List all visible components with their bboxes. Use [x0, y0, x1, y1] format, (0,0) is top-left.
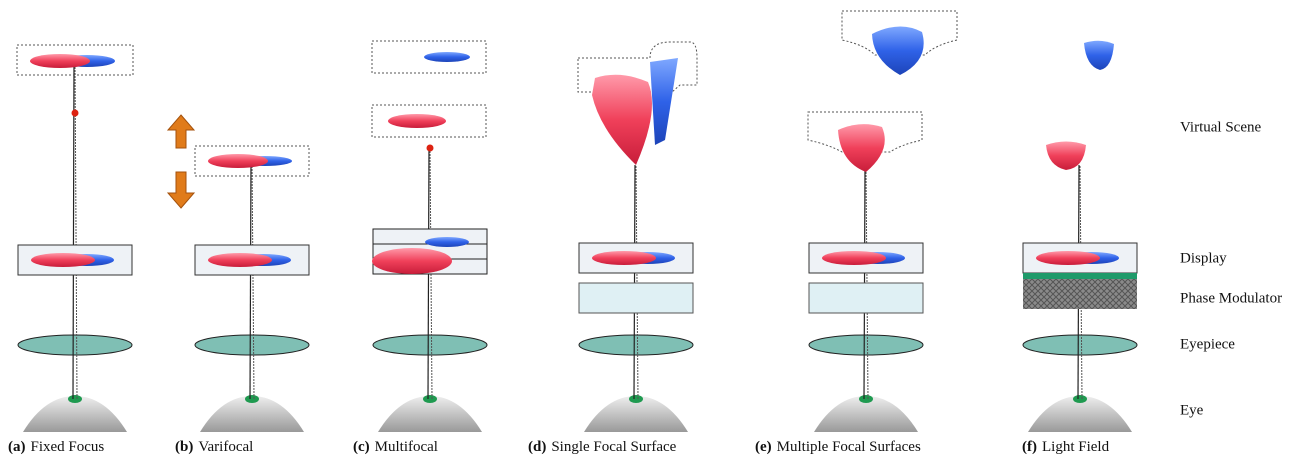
red-object	[208, 154, 268, 168]
caption-tag: (d)	[528, 439, 546, 455]
caption-tag: (c)	[353, 439, 370, 455]
pupil	[629, 395, 643, 403]
row-label: Display	[1180, 250, 1227, 266]
red-object	[1036, 251, 1100, 265]
eye	[814, 396, 918, 432]
red-object	[31, 253, 95, 267]
eye	[200, 396, 304, 432]
light-ray	[72, 59, 75, 400]
eyepiece	[194, 334, 310, 356]
red-object	[822, 251, 886, 265]
red-object	[592, 251, 656, 265]
pupil	[245, 395, 259, 403]
row-label: Phase Modulator	[1180, 290, 1282, 306]
pupil	[68, 395, 82, 403]
caption-tag: (b)	[175, 439, 193, 455]
light-ray	[249, 159, 252, 400]
eyepiece	[578, 334, 694, 356]
caption-tag: (e)	[755, 439, 772, 455]
focal-plane-box	[16, 44, 134, 76]
caption: (f) Light Field	[1022, 439, 1110, 455]
focal-plane-box	[371, 40, 487, 74]
red-object	[30, 54, 90, 68]
eyepiece	[17, 334, 133, 356]
eye	[1028, 396, 1132, 432]
eyepiece	[372, 334, 488, 356]
caption-tag: (a)	[8, 439, 26, 455]
blue-object	[1084, 40, 1114, 70]
blue-object	[425, 237, 469, 247]
phase-modulator	[808, 282, 924, 314]
caption: (c) Multifocal	[353, 439, 438, 455]
caption-text: Light Field	[1042, 439, 1110, 455]
focus-point	[71, 109, 79, 117]
red-object	[838, 124, 885, 172]
eye	[584, 396, 688, 432]
focal-surface	[577, 41, 698, 93]
focal-plane-box	[194, 145, 310, 177]
light-ray	[74, 59, 78, 400]
eyepiece	[808, 334, 924, 356]
red-object	[1046, 141, 1086, 170]
arrow-down	[166, 171, 196, 209]
row-label: Eyepiece	[1180, 336, 1235, 352]
caption: (e) Multiple Focal Surfaces	[755, 439, 921, 455]
caption-text: Fixed Focus	[31, 439, 105, 455]
focal-surface	[841, 10, 958, 56]
caption: (b) Varifocal	[175, 439, 253, 455]
phase-modulator	[578, 282, 694, 314]
illustration	[16, 10, 1138, 432]
caption-text: Varifocal	[198, 439, 253, 455]
caption-tag: (f)	[1022, 439, 1037, 455]
red-object	[372, 248, 452, 274]
pupil	[859, 395, 873, 403]
blue-object	[872, 26, 924, 75]
light-ray	[251, 159, 255, 400]
light-ray	[635, 164, 639, 400]
labels: (a) Fixed Focus (b) Varifocal (c) Multifocal(…	[8, 119, 1282, 455]
caption-text: Multifocal	[375, 439, 438, 455]
caption: (a) Fixed Focus	[8, 439, 104, 455]
phase-modulator	[1023, 279, 1137, 309]
red-object	[592, 74, 652, 165]
blue-object	[424, 52, 470, 62]
pupil	[423, 395, 437, 403]
arrow-up	[166, 114, 196, 149]
eyepiece	[1022, 334, 1138, 356]
light-ray	[633, 164, 636, 400]
red-object	[208, 253, 272, 267]
row-label: Eye	[1180, 402, 1204, 418]
eye	[23, 396, 127, 432]
caption-text: Single Focal Surface	[551, 439, 676, 455]
focal-surface	[807, 111, 923, 153]
focal-plane-box	[371, 104, 487, 138]
focus-point	[426, 144, 434, 152]
blue-object	[650, 58, 678, 145]
caption: (d) Single Focal Surface	[528, 439, 677, 455]
phase-modulator-strip	[1023, 273, 1137, 279]
eye	[378, 396, 482, 432]
caption-text: Multiple Focal Surfaces	[777, 439, 921, 455]
row-label: Virtual Scene	[1180, 119, 1261, 135]
red-object	[388, 114, 446, 128]
pupil	[1073, 395, 1087, 403]
